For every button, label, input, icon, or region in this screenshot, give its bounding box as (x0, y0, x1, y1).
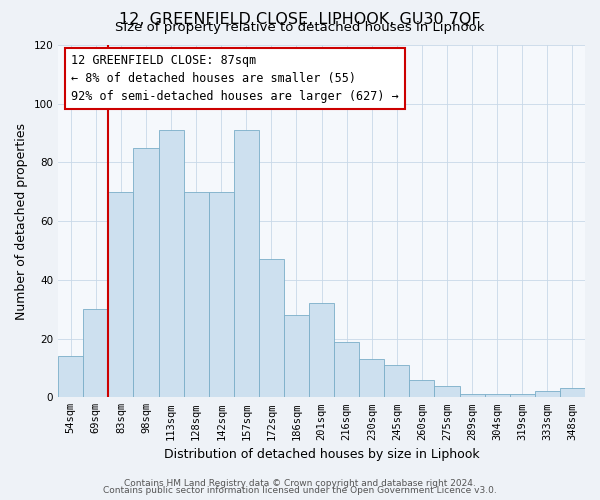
Bar (284, 315, 309, 398)
Bar (535, 392, 560, 398)
Bar (259, 260, 284, 398)
Bar (510, 394, 535, 398)
Text: Contains HM Land Registry data © Crown copyright and database right 2024.: Contains HM Land Registry data © Crown c… (124, 478, 476, 488)
Bar (58, 356, 83, 398)
X-axis label: Distribution of detached houses by size in Liphook: Distribution of detached houses by size … (164, 448, 479, 461)
Bar (434, 386, 460, 398)
Bar (359, 359, 385, 398)
Bar (184, 192, 209, 398)
Text: 12, GREENFIELD CLOSE, LIPHOOK, GU30 7QF: 12, GREENFIELD CLOSE, LIPHOOK, GU30 7QF (119, 12, 481, 26)
Y-axis label: Number of detached properties: Number of detached properties (15, 122, 28, 320)
Text: Size of property relative to detached houses in Liphook: Size of property relative to detached ho… (115, 22, 485, 35)
Bar (209, 192, 234, 398)
Bar (234, 130, 259, 398)
Bar (560, 388, 585, 398)
Bar (109, 192, 133, 398)
Bar (334, 342, 359, 398)
Text: 12 GREENFIELD CLOSE: 87sqm
← 8% of detached houses are smaller (55)
92% of semi-: 12 GREENFIELD CLOSE: 87sqm ← 8% of detac… (71, 54, 399, 103)
Bar (460, 394, 485, 398)
Bar (309, 304, 334, 398)
Bar (83, 309, 109, 398)
Bar (385, 365, 409, 398)
Bar (133, 148, 158, 398)
Bar (409, 380, 434, 398)
Text: Contains public sector information licensed under the Open Government Licence v3: Contains public sector information licen… (103, 486, 497, 495)
Bar (158, 130, 184, 398)
Bar (485, 394, 510, 398)
